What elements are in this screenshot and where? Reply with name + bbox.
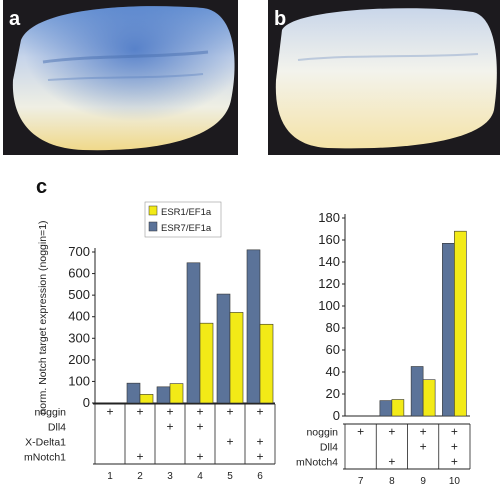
embryo-photo-b: b (268, 0, 500, 155)
y-tick-label: 160 (318, 232, 340, 247)
condition-mark: + (166, 420, 173, 434)
condition-mark: + (357, 425, 364, 439)
legend-label: ESR1/EF1a (161, 207, 212, 218)
lane-number: 4 (197, 471, 203, 482)
condition-mark: + (256, 450, 263, 464)
y-tick-label: 20 (326, 386, 340, 401)
condition-mark: + (196, 450, 203, 464)
condition-mark: + (420, 425, 427, 439)
panel-b-label: b (274, 8, 287, 30)
y-axis-label: norm. Notch target expression (noggin=1) (37, 220, 49, 414)
embryo-b-image (268, 0, 500, 155)
condition-mark: + (136, 450, 143, 464)
lane-number: 9 (420, 476, 426, 487)
legend-box (144, 201, 222, 238)
panel-a-label: a (9, 8, 21, 30)
lane-number: 10 (449, 476, 461, 487)
y-tick-label: 100 (68, 373, 90, 388)
condition-label: mNotch1 (24, 452, 66, 464)
lane-number: 8 (389, 476, 395, 487)
y-tick-label: 0 (333, 408, 340, 423)
y-tick-label: 40 (326, 364, 340, 379)
bar-esr1-ef1a-4 (199, 322, 214, 404)
condition-mark: + (451, 440, 458, 454)
condition-mark: + (196, 405, 203, 419)
bar-esr1-ef1a-5 (229, 312, 244, 404)
condition-label: Dll4 (320, 442, 338, 454)
bar-esr1-ef1a-3 (169, 383, 184, 404)
bar-esr7-ef1a-8 (379, 400, 393, 417)
bar-esr7-ef1a-5 (216, 293, 231, 404)
y-tick-label: 300 (68, 330, 90, 345)
y-tick-label: 80 (326, 320, 340, 335)
panel-c-label: c (36, 176, 48, 198)
bar-esr1-ef1a-2 (139, 394, 154, 404)
condition-mark: + (388, 455, 395, 469)
bar-esr1-ef1a-9 (422, 379, 436, 417)
y-tick-label: 140 (318, 254, 340, 269)
bar-esr7-ef1a-4 (186, 262, 201, 404)
lane-number: 5 (227, 471, 233, 482)
lane-number: 6 (257, 471, 263, 482)
bar-esr7-ef1a-3 (156, 386, 171, 404)
embryo-a-image (3, 0, 238, 155)
legend-label: ESR7/EF1a (161, 223, 212, 234)
bar-esr7-ef1a-10 (442, 243, 455, 417)
bar-esr7-ef1a-6 (246, 249, 261, 404)
y-tick-label: 400 (68, 309, 90, 324)
bar-esr7-ef1a-9 (410, 366, 424, 417)
lane-number: 3 (167, 471, 173, 482)
condition-mark: + (226, 405, 233, 419)
condition-mark: + (226, 435, 233, 449)
condition-label: X-Delta1 (25, 437, 66, 449)
bar-esr1-ef1a-8 (391, 399, 405, 417)
y-tick-label: 200 (68, 352, 90, 367)
condition-mark: + (136, 405, 143, 419)
embryo-photo-a: a (3, 0, 238, 155)
y-tick-label: 600 (68, 266, 90, 281)
condition-mark: + (256, 405, 263, 419)
condition-mark: + (166, 405, 173, 419)
bar-esr7-ef1a-2 (126, 382, 141, 404)
lane-number: 1 (107, 471, 113, 482)
y-tick-label: 100 (318, 298, 340, 313)
condition-label: Dll4 (48, 422, 66, 434)
condition-label: noggin (306, 427, 338, 439)
condition-mark: + (451, 455, 458, 469)
y-tick-label: 700 (68, 244, 90, 259)
condition-mark: + (196, 420, 203, 434)
y-tick-label: 500 (68, 287, 90, 302)
condition-label: mNotch4 (296, 457, 338, 469)
legend-swatch (148, 221, 158, 232)
y-tick-label: 60 (326, 342, 340, 357)
condition-mark: + (388, 425, 395, 439)
bar-esr1-ef1a-10 (454, 230, 467, 417)
lane-number: 7 (358, 476, 364, 487)
legend-swatch (148, 205, 158, 216)
condition-label: noggin (34, 407, 66, 419)
bar-esr1-ef1a-6 (259, 323, 274, 404)
condition-mark: + (256, 435, 263, 449)
y-tick-label: 180 (318, 210, 340, 225)
condition-mark: + (106, 405, 113, 419)
y-tick-label: 120 (318, 276, 340, 291)
y-tick-label: 0 (83, 395, 90, 410)
lane-number: 2 (137, 471, 143, 482)
condition-mark: + (420, 440, 427, 454)
condition-mark: + (451, 425, 458, 439)
